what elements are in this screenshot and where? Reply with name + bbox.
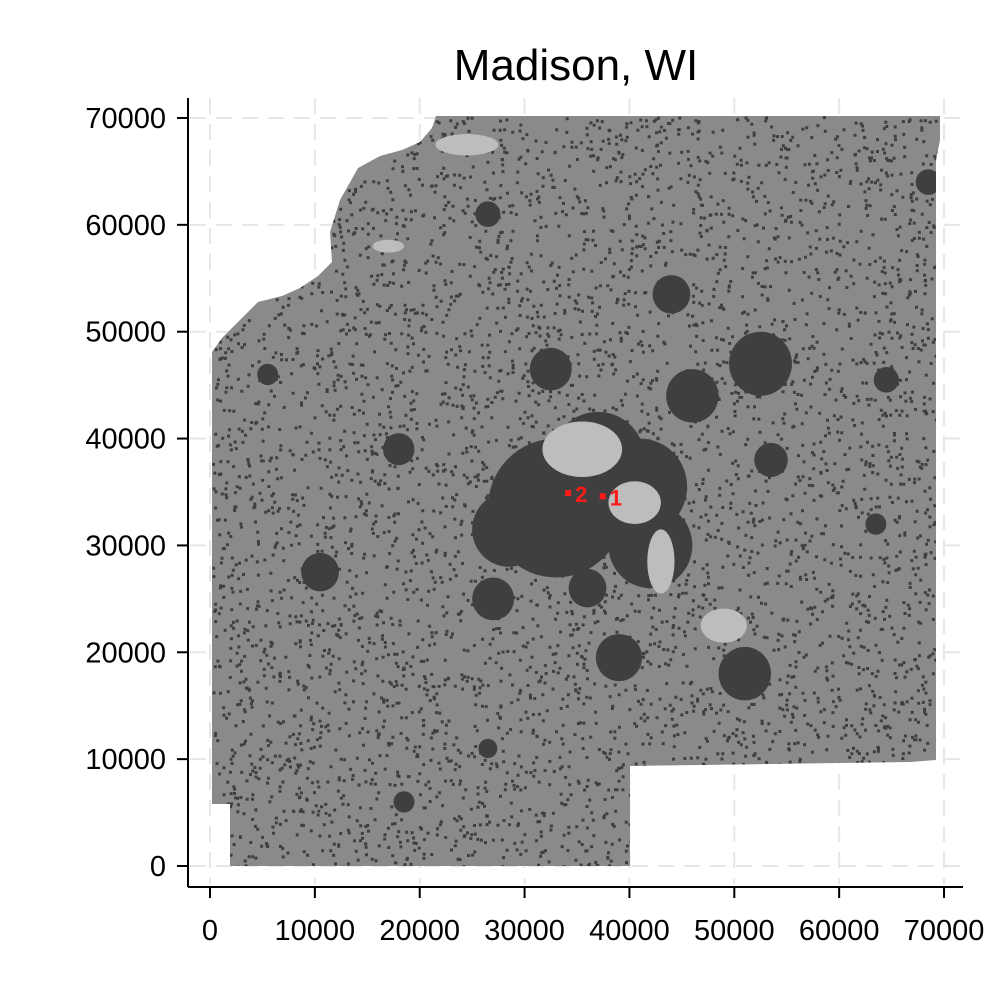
- urban-area: [915, 169, 940, 195]
- urban-area: [257, 363, 279, 386]
- water-bodies: [372, 134, 747, 643]
- water-body: [542, 421, 623, 478]
- urban-area: [472, 577, 515, 621]
- y-axis-ticks: 0 10000 20000 30000 40000 50000 60000 70000: [85, 103, 188, 883]
- y-tick-label: 20000: [85, 637, 166, 669]
- urban-area: [478, 738, 498, 759]
- urban-area: [873, 366, 899, 393]
- x-tick-label: 60000: [799, 915, 880, 947]
- urban-area: [472, 491, 546, 567]
- y-tick-label: 50000: [85, 317, 166, 349]
- location-marker: 1: [599, 485, 622, 510]
- marker-point: [565, 490, 572, 497]
- urban-area: [652, 275, 691, 314]
- marker-point: [599, 493, 606, 500]
- urban-area: [729, 331, 792, 396]
- y-tick-label: 0: [150, 851, 166, 883]
- y-tick-label: 10000: [85, 744, 166, 776]
- water-body: [647, 529, 675, 594]
- x-tick-label: 10000: [275, 915, 356, 947]
- urban-area: [568, 568, 607, 608]
- urban-area: [393, 791, 415, 813]
- urban-area: [383, 433, 415, 466]
- water-body: [372, 239, 404, 253]
- x-tick-label: 50000: [694, 915, 775, 947]
- marker-label: 1: [610, 485, 622, 510]
- marker-label: 2: [575, 482, 587, 507]
- location-marker: 2: [565, 482, 587, 507]
- y-tick-label: 70000: [85, 103, 166, 135]
- x-tick-label: 70000: [904, 915, 985, 947]
- urban-area: [529, 347, 572, 391]
- urban-area: [754, 442, 788, 478]
- urban-area: [301, 552, 339, 592]
- urban-area: [666, 369, 719, 423]
- y-tick-label: 60000: [85, 210, 166, 242]
- urban-area: [475, 201, 501, 227]
- water-body: [608, 481, 661, 525]
- y-tick-label: 40000: [85, 424, 166, 456]
- x-tick-label: 30000: [484, 915, 565, 947]
- urban-area: [865, 513, 887, 535]
- x-tick-label: 20000: [379, 915, 460, 947]
- water-body: [700, 608, 747, 643]
- x-tick-label: 40000: [589, 915, 670, 947]
- x-axis-ticks: 0 10000 20000 30000 40000 50000 60000 70000: [202, 887, 984, 947]
- urban-area: [718, 646, 772, 701]
- y-tick-label: 30000: [85, 530, 166, 562]
- urban-area: [595, 634, 643, 682]
- water-body: [435, 134, 499, 156]
- map-area: [212, 116, 940, 866]
- chart-title: Madison, WI: [454, 41, 699, 90]
- x-tick-label: 0: [202, 915, 218, 947]
